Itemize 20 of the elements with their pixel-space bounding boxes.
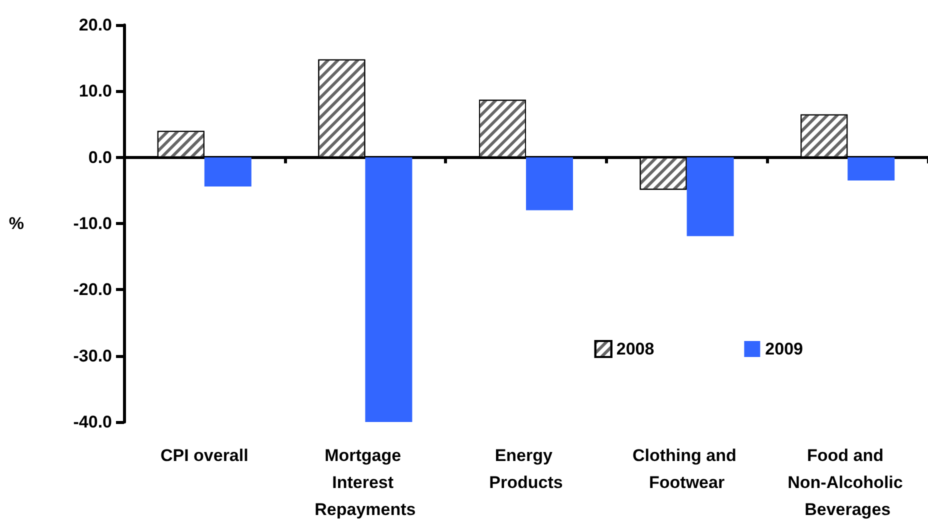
y-tick-label: -40.0 xyxy=(73,412,112,432)
x-tick-label: Energy Products xyxy=(489,446,563,492)
y-tick-label: 20.0 xyxy=(78,16,112,34)
y-tick-label: -20.0 xyxy=(73,280,112,300)
bar xyxy=(526,157,573,210)
y-axis-title: % xyxy=(8,214,24,233)
legend-label: 2009 xyxy=(765,340,804,358)
bar xyxy=(204,157,252,186)
legend-label: 2008 xyxy=(616,340,654,358)
y-tick-label: 10.0 xyxy=(78,82,112,101)
y-tick-label: -10.0 xyxy=(73,214,112,233)
bar xyxy=(686,157,734,236)
x-tick-label: Food and Non-Alcoholic Beverages xyxy=(788,446,908,519)
x-tick-label: CPI overall xyxy=(160,446,248,465)
bar xyxy=(365,157,412,422)
y-tick-label: 0.0 xyxy=(88,148,112,167)
x-tick-label: Clothing and Footwear xyxy=(632,446,742,492)
bar xyxy=(848,157,895,180)
y-tick-label: -30.0 xyxy=(73,346,112,366)
x-tick-label: Mortgage Interest Repayments xyxy=(314,446,416,519)
